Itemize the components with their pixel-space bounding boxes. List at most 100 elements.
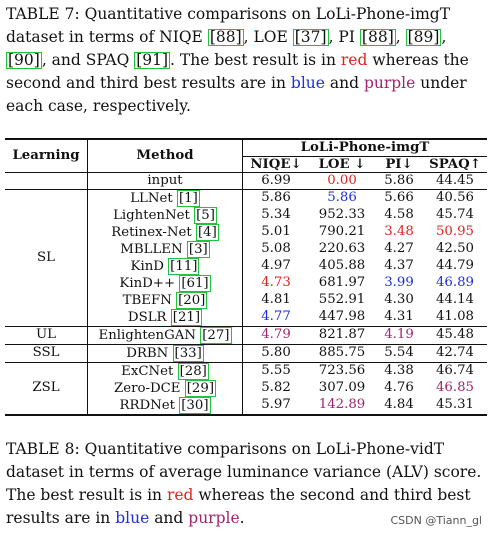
citation-link[interactable]: [30]: [179, 396, 211, 414]
table-row: Zero-DCE [29] 5.82 307.09 4.76 46.85: [5, 379, 487, 397]
citation-link[interactable]: [20]: [176, 291, 208, 309]
table-row: KinD [11] 4.97 405.88 4.37 44.79: [5, 257, 487, 275]
learning-group-ssl: SSL: [5, 344, 88, 363]
niqe-cell: 5.08: [261, 241, 291, 257]
loe-cell: 142.89: [318, 397, 366, 413]
table-row: MBLLEN [3] 5.08 220.63 4.27 42.50: [5, 240, 487, 258]
method-name: RRDNet: [119, 397, 180, 413]
table-row: input 6.99 0.00 5.86 44.45: [5, 172, 487, 190]
spaq-cell: 45.74: [435, 207, 475, 223]
pi-cell: 5.86: [384, 173, 414, 189]
citation-link[interactable]: [28]: [177, 362, 209, 380]
method-name: Retinex-Net: [111, 224, 196, 240]
citation-link[interactable]: [37]: [292, 28, 329, 46]
method-name: input: [147, 173, 183, 189]
caption-text: ,: [441, 28, 447, 46]
spaq-cell: 42.50: [435, 241, 475, 257]
method-name: ExCNet: [121, 363, 178, 379]
niqe-cell: 5.86: [261, 190, 291, 206]
pi-cell: 5.66: [384, 190, 414, 206]
niqe-cell: 4.73: [261, 275, 291, 291]
niqe-cell: 5.82: [261, 380, 291, 396]
citation-link[interactable]: [1]: [176, 189, 200, 207]
spaq-cell: 44.14: [435, 292, 475, 308]
method-cell: input: [87, 172, 243, 190]
results-table: Learning Method LoLi-Phone-imgT NIQE↓ LO…: [5, 138, 487, 416]
citation-link[interactable]: [27]: [200, 326, 232, 344]
method-cell: KinD [11]: [87, 257, 243, 275]
method-name: LightenNet: [113, 207, 195, 223]
header-method: Method: [87, 139, 243, 174]
method-cell: MBLLEN [3]: [87, 240, 243, 258]
spaq-cell: 45.48: [435, 327, 475, 343]
niqe-cell: 4.81: [261, 292, 291, 308]
pi-cell: 5.54: [384, 345, 414, 361]
spaq-cell: 50.95: [435, 224, 475, 240]
table8-caption: TABLE 8: Quantitative comparisons on LoL…: [6, 438, 486, 530]
pi-cell: 4.31: [384, 309, 414, 325]
niqe-cell: 4.77: [261, 309, 291, 325]
spaq-cell: 42.74: [435, 345, 475, 361]
citation-link[interactable]: [90]: [6, 51, 42, 69]
niqe-cell: 4.97: [261, 258, 291, 274]
method-cell: EnlightenGAN [27]: [87, 326, 243, 345]
loe-cell: 952.33: [318, 207, 366, 223]
citation-link[interactable]: [3]: [186, 240, 210, 258]
method-cell: KinD++ [61]: [87, 274, 243, 292]
table-row: Retinex-Net [4] 5.01 790.21 3.48 50.95: [5, 223, 487, 241]
niqe-cell: 5.01: [261, 224, 291, 240]
method-cell: Retinex-Net [4]: [87, 223, 243, 241]
method-name: TBEFN: [122, 292, 177, 308]
spaq-cell: 45.31: [435, 397, 475, 413]
caption-text: and: [149, 509, 189, 527]
table-row: ZSL ExCNet [28] 5.55 723.56 4.38 46.74: [5, 362, 487, 416]
method-cell: RRDNet [30]: [87, 396, 243, 415]
pi-cell: 4.84: [384, 397, 414, 413]
pi-cell: 4.58: [384, 207, 414, 223]
citation-link[interactable]: [91]: [134, 51, 171, 69]
method-cell: TBEFN [20]: [87, 291, 243, 309]
spaq-cell: 46.74: [435, 363, 475, 379]
niqe-cell: 4.79: [261, 327, 291, 343]
citation-link[interactable]: [88]: [207, 28, 244, 46]
caption-text: TABLE 7: Quantitative comparisons on LoL…: [6, 5, 451, 46]
pi-cell: 4.19: [384, 327, 414, 343]
citation-link[interactable]: [89]: [405, 28, 442, 46]
caption-text: whereas the second and third best result…: [6, 486, 471, 527]
caption-text: TABLE 8: Quantitative comparisons on LoL…: [6, 440, 482, 504]
purple-legend-word: purple: [188, 509, 240, 527]
table-row: TBEFN [20] 4.81 552.91 4.30 44.14: [5, 291, 487, 309]
niqe-cell: 6.99: [261, 173, 291, 189]
header-loe: LOE ↓: [318, 156, 366, 172]
loe-cell: 0.00: [327, 173, 357, 189]
header-pi: PI↓: [385, 156, 413, 172]
citation-link[interactable]: [61]: [179, 274, 211, 292]
learning-cell: [5, 172, 88, 190]
citation-link[interactable]: [29]: [184, 379, 217, 397]
caption-text: whereas the second and third best result…: [6, 51, 469, 92]
red-legend-word: red: [340, 51, 368, 69]
citation-link[interactable]: [5]: [194, 206, 217, 224]
spaq-cell: 44.45: [435, 173, 475, 189]
method-name: KinD: [130, 258, 169, 274]
loe-cell: 220.63: [318, 241, 366, 257]
citation-link[interactable]: [21]: [170, 308, 203, 326]
loe-cell: 405.88: [318, 258, 366, 274]
spaq-cell: 46.89: [435, 275, 475, 291]
loe-cell: 723.56: [318, 363, 366, 379]
method-cell: LLNet [1]: [87, 189, 243, 207]
blue-legend-word: blue: [290, 74, 325, 92]
loe-cell: 681.97: [318, 275, 366, 291]
pi-cell: 4.30: [384, 292, 414, 308]
loe-cell: 447.98: [318, 309, 366, 325]
spaq-cell: 44.79: [435, 258, 475, 274]
citation-link[interactable]: [88]: [359, 28, 396, 46]
header-spaq: SPAQ↑: [429, 156, 481, 172]
pi-cell: 3.48: [384, 224, 414, 240]
loe-cell: 307.09: [318, 380, 366, 396]
method-cell: DSLR [21]: [87, 308, 243, 327]
citation-link[interactable]: [33]: [172, 344, 204, 362]
citation-link[interactable]: [4]: [195, 223, 219, 241]
citation-link[interactable]: [11]: [168, 257, 200, 275]
table-row: DSLR [21] 4.77 447.98 4.31 41.08: [5, 308, 487, 327]
